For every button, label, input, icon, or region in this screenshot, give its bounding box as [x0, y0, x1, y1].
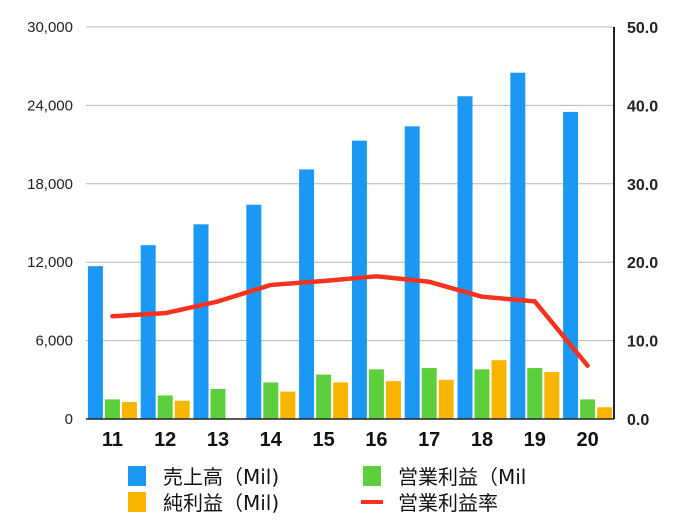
- left-axis-tick-label: 12,000: [27, 254, 73, 271]
- legend-label-3: 純利益（Mil): [163, 491, 279, 515]
- right-axis-tick-label: 10.0: [627, 334, 658, 351]
- bar-1-20: [563, 111, 579, 419]
- bar-1-15: [299, 169, 315, 419]
- bar-1-13: [193, 224, 209, 419]
- bar-1-18: [457, 96, 473, 420]
- legend: 売上高（Mil) 営業利益（Mil 純利益（Mil) 営業利益率: [128, 465, 526, 515]
- bar-3-12: [174, 400, 190, 419]
- bar-2-18: [474, 369, 490, 419]
- line-operating-margin: [110, 274, 590, 368]
- left-axis-tick-label: 6,000: [35, 333, 73, 350]
- bar-3-15: [333, 382, 349, 419]
- bar-3-14: [280, 391, 296, 419]
- x-axis-tick-label: 12: [154, 429, 176, 451]
- line-series: [110, 274, 590, 368]
- x-axis-tick-label: 13: [207, 429, 229, 451]
- legend-label-2: 営業利益（Mil: [398, 465, 526, 489]
- bar-1-12: [140, 245, 156, 419]
- bar-1-19: [510, 72, 526, 419]
- right-axis-tick-label: 50.0: [627, 20, 658, 37]
- left-axis-tick-label: 30,000: [27, 19, 73, 36]
- x-axis-tick-label: 14: [260, 429, 283, 451]
- x-axis-tick-label: 16: [365, 429, 387, 451]
- x-axis-tick-label: 18: [471, 429, 493, 451]
- left-axis-tick-label: 0: [65, 411, 73, 428]
- bar-3-17: [438, 379, 454, 419]
- bar-3-18: [491, 360, 507, 419]
- legend-swatch-line: [361, 500, 383, 504]
- bar-1-14: [246, 204, 262, 419]
- bar-2-11: [104, 399, 120, 419]
- axes: 0 6,000 12,000 18,000 24,000 30,000 0.0 10.0 20.…: [27, 19, 658, 451]
- right-axis-tick-label: 0.0: [627, 412, 649, 429]
- legend-swatch-1: [128, 466, 146, 486]
- bar-3-11: [121, 402, 137, 419]
- bar-2-14: [263, 382, 279, 419]
- right-axis-tick-label: 20.0: [627, 255, 658, 272]
- bar-3-20: [597, 407, 613, 419]
- bar-1-11: [87, 266, 103, 419]
- bar-2-19: [527, 368, 543, 419]
- legend-swatch-3: [128, 492, 146, 512]
- bar-3-16: [385, 381, 401, 419]
- x-axis-tick-label: 19: [524, 429, 546, 451]
- bar-1-17: [404, 126, 420, 419]
- bar-2-20: [580, 399, 596, 419]
- bars: [87, 72, 613, 420]
- bar-2-16: [368, 369, 384, 419]
- x-axis-tick-label: 20: [576, 429, 598, 451]
- bar-3-19: [544, 371, 560, 419]
- bar-2-15: [316, 374, 332, 419]
- legend-label-1: 売上高（Mil): [163, 465, 279, 489]
- bar-2-17: [421, 368, 437, 419]
- x-axis-tick-label: 15: [312, 429, 334, 451]
- x-axis-tick-label: 17: [418, 429, 440, 451]
- left-axis-tick-label: 18,000: [27, 176, 73, 193]
- right-axis-tick-label: 40.0: [627, 98, 658, 115]
- bar-2-13: [210, 388, 226, 419]
- legend-swatch-2: [363, 466, 381, 486]
- x-axis-tick-label: 11: [102, 429, 123, 451]
- legend-label-4: 営業利益率: [398, 491, 498, 515]
- bar-2-12: [157, 395, 173, 419]
- right-axis-tick-label: 30.0: [627, 177, 658, 194]
- left-axis-tick-label: 24,000: [27, 97, 73, 114]
- gridlines: [86, 26, 614, 342]
